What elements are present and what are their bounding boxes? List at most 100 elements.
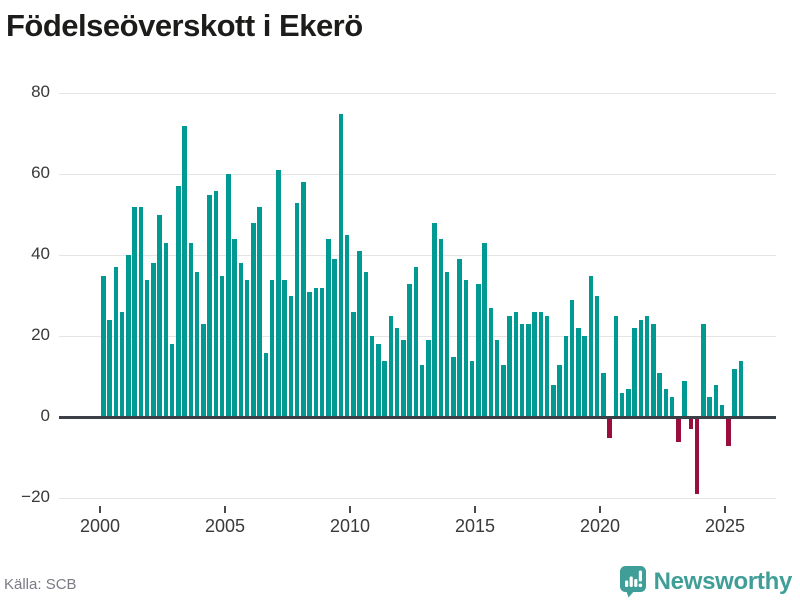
bar-2000-q4	[119, 312, 125, 418]
bar-2025-q1	[726, 417, 731, 446]
x-tick-mark-2010	[349, 506, 351, 513]
bar-2022-q4	[669, 397, 675, 418]
bar-2020-q2	[607, 417, 612, 438]
bar-2016-q1	[501, 364, 506, 418]
bar-2010-q4	[369, 336, 375, 418]
x-tick-label-2005: 2005	[204, 516, 246, 536]
bar-2008-q3	[313, 287, 318, 418]
bar-2006-q3	[263, 352, 268, 418]
bar-2018-q2	[557, 364, 562, 418]
bar-2022-q2	[657, 372, 662, 418]
bar-2004-q2	[207, 194, 212, 418]
bar-2011-q2	[382, 360, 387, 418]
bar-2006-q4	[269, 279, 275, 418]
bar-2009-q3	[338, 113, 343, 418]
bar-2022-q3	[663, 388, 668, 418]
bar-2017-q1	[526, 324, 531, 418]
bar-2017-q2	[532, 312, 537, 418]
bar-2016-q4	[519, 324, 525, 418]
bar-2021-q3	[638, 320, 643, 418]
bar-2001-q1	[126, 255, 131, 418]
bar-2006-q1	[251, 222, 256, 418]
bar-2020-q3	[613, 316, 618, 418]
bar-2017-q4	[544, 316, 550, 418]
bar-2021-q4	[644, 316, 650, 418]
bar-2024-q3	[713, 384, 718, 418]
bar-2003-q3	[188, 243, 193, 418]
bar-2015-q1	[476, 283, 481, 418]
bar-2013-q4	[444, 271, 450, 418]
bar-2004-q4	[219, 275, 225, 418]
zero-axis	[59, 415, 776, 419]
bar-2002-q2	[157, 214, 162, 418]
bar-2015-q4	[494, 340, 500, 418]
bar-2016-q3	[513, 312, 518, 418]
x-tick-mark-2025	[724, 506, 726, 513]
x-tick-label-2025: 2025	[704, 516, 746, 536]
bar-2009-q4	[344, 235, 350, 418]
bar-2005-q3	[238, 263, 243, 418]
bar-2004-q1	[201, 324, 206, 418]
bar-2002-q3	[163, 243, 168, 418]
bar-2009-q2	[332, 259, 337, 418]
bar-2012-q3	[413, 267, 418, 418]
bar-2003-q2	[182, 125, 187, 418]
bar-2011-q4	[394, 328, 400, 418]
y-tick-label--20: −20	[21, 487, 50, 507]
bar-2016-q2	[507, 316, 512, 418]
bar-2014-q3	[463, 279, 468, 418]
bar-2008-q2	[307, 291, 312, 418]
bar-2001-q3	[138, 206, 143, 418]
bar-2008-q1	[301, 182, 306, 418]
bar-2019-q3	[588, 275, 593, 418]
newsworthy-logo: Newsworthy	[619, 565, 792, 598]
newsworthy-logo-icon	[619, 565, 647, 598]
bar-2018-q1	[551, 384, 556, 418]
gridline-80	[59, 92, 776, 94]
bar-2021-q1	[626, 388, 631, 418]
x-tick-mark-2020	[599, 506, 601, 513]
x-tick-label-2015: 2015	[454, 516, 496, 536]
bar-2002-q1	[151, 263, 156, 418]
y-tick-label-20: 20	[31, 325, 50, 345]
bar-2025-q3	[738, 360, 743, 418]
bar-2018-q4	[569, 299, 575, 418]
bar-2025-q2	[732, 368, 737, 418]
bar-2004-q3	[213, 190, 218, 418]
bar-2007-q2	[282, 279, 287, 418]
bar-2020-q4	[619, 393, 625, 418]
gridline-60	[59, 173, 776, 175]
bar-2001-q4	[144, 279, 150, 418]
y-tick-label-60: 60	[31, 163, 50, 183]
bar-2007-q1	[276, 170, 281, 418]
bar-2020-q1	[601, 372, 606, 418]
y-tick-label-40: 40	[31, 244, 50, 264]
bar-2000-q1	[101, 275, 106, 418]
bar-2019-q2	[582, 336, 587, 418]
bar-2007-q3	[288, 295, 293, 418]
bar-2023-q4	[694, 417, 700, 495]
bar-2024-q1	[701, 324, 706, 418]
bar-2012-q1	[401, 340, 406, 418]
bar-2011-q1	[376, 344, 381, 418]
bar-2008-q4	[319, 287, 325, 418]
bar-2019-q4	[594, 295, 600, 418]
bar-2005-q2	[232, 239, 237, 418]
bar-2009-q1	[326, 239, 331, 418]
bar-2015-q3	[488, 307, 493, 418]
bar-2005-q1	[226, 174, 231, 418]
x-tick-mark-2005	[224, 506, 226, 513]
bar-2000-q3	[113, 267, 118, 418]
bar-2010-q2	[357, 251, 362, 418]
gridline--20	[59, 497, 776, 499]
bar-2007-q4	[294, 202, 300, 418]
bar-2006-q2	[257, 206, 262, 418]
bar-2010-q1	[351, 312, 356, 418]
y-tick-label-0: 0	[40, 406, 50, 426]
bar-2001-q2	[132, 206, 137, 418]
y-tick-label-80: 80	[31, 82, 50, 102]
x-tick-mark-2000	[99, 506, 101, 513]
bar-2013-q3	[438, 239, 443, 418]
bar-2015-q2	[482, 243, 487, 418]
